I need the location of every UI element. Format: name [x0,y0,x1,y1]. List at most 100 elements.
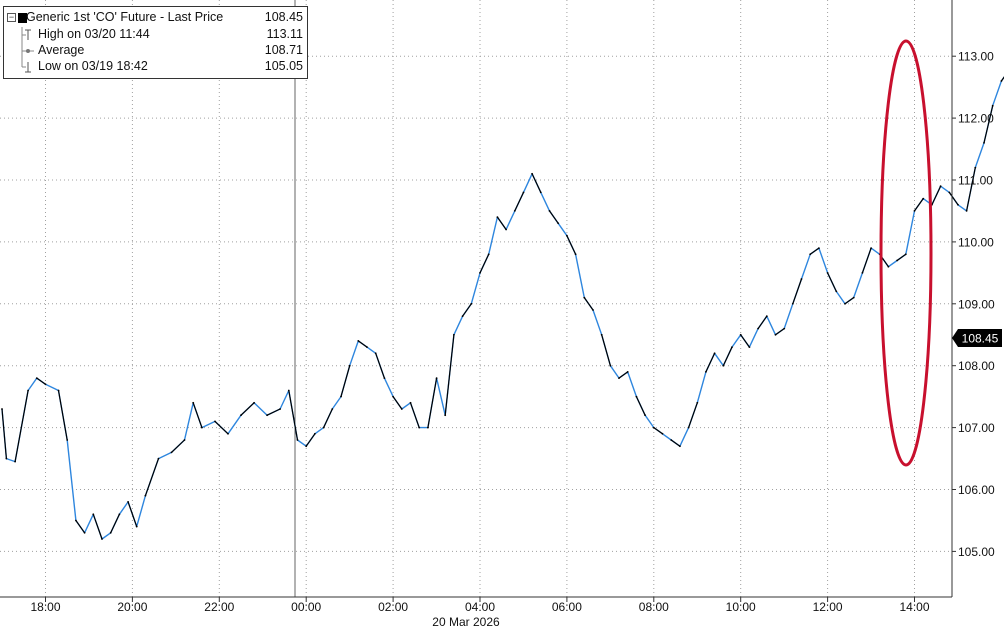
data-point [157,457,160,460]
data-point [844,302,846,305]
data-point [670,439,673,441]
data-point [427,426,429,429]
series-segment-dark [479,254,490,274]
data-point [383,377,386,379]
data-point [135,525,138,528]
data-point [92,513,95,516]
x-tick-label: 20:00 [117,600,147,614]
data-point [757,327,759,330]
series-segment-dark [740,334,750,348]
gridlines [0,0,952,597]
series-segment-dark [36,377,46,385]
y-axis: 105.00 106.00 107.00 108.00 109.00 110.00 111.… [951,0,995,597]
series-segment-dark [57,390,68,441]
data-point [566,234,568,237]
data-point [14,460,16,463]
data-point [487,253,490,256]
y-tick-label: 107.00 [958,421,995,435]
series-segment-dark [462,303,472,317]
data-point [548,210,551,212]
data-point [400,408,403,410]
series-segment-dark [427,377,438,428]
data-point [635,395,638,398]
data-point [661,432,664,435]
data-point [444,414,447,417]
series-segment-dark [392,396,403,410]
data-point [687,426,690,429]
data-point [713,352,716,355]
series-segment-dark [635,396,646,416]
data-point [279,408,281,410]
series-segment-dark [531,173,542,193]
data-point [435,377,438,379]
series-segment-dark [914,198,924,212]
data-point [835,290,838,293]
data-point [322,426,325,429]
data-point [600,333,603,336]
data-point [896,259,898,262]
legend-high-value: 113.11 [266,27,303,41]
series-segment-dark [288,390,299,441]
data-point [144,494,147,497]
series-segment-dark [601,334,611,366]
data-point [731,346,733,348]
average-marker-icon [21,43,34,59]
legend-main-label: Generic 1st 'CO' Future - Last Price [26,10,224,24]
data-point [331,408,334,410]
data-point [287,389,290,392]
data-point [1,408,3,410]
data-point [644,414,646,417]
y-tick-label: 106.00 [958,483,995,497]
series-segment-dark [844,297,855,305]
data-point [818,247,820,250]
data-point [44,383,47,386]
data-point [479,272,481,274]
series-segment-dark [722,346,733,366]
data-point [109,531,112,534]
data-point [296,439,299,441]
series-segment-dark [340,365,351,397]
y-tick-label: 105.00 [958,545,995,559]
data-point [27,389,29,392]
series-segment-dark [653,427,663,435]
data-point [266,414,268,417]
data-point [809,253,812,256]
series-segment-dark [688,402,698,428]
collapse-icon[interactable]: − [7,12,16,22]
data-point [127,501,129,503]
series-segment-dark [670,439,681,447]
low-marker-icon [21,59,31,73]
series-segment-dark [1,408,7,459]
data-point [826,272,829,274]
data-point [314,432,316,435]
data-point [227,432,229,435]
data-point [366,346,368,348]
series-segment-dark [240,402,255,416]
data-point [974,166,977,169]
series-segment-dark [809,247,820,255]
y-tick-label: 113.00 [958,50,994,64]
y-tick-label: 111.00 [958,174,993,188]
series-segment-dark [323,408,333,428]
data-point [939,185,942,188]
x-tick-label: 04:00 [465,600,495,614]
data-point [496,216,499,219]
series-segment-dark [705,353,716,373]
data-point [948,191,951,194]
data-point [592,309,594,311]
last-price-tag-label: 108.45 [962,332,999,346]
series-segment-dark [514,192,525,212]
data-point [522,191,525,194]
data-point [705,371,707,373]
legend-average-label: Average [38,43,85,57]
last-price-tag: 108.45 [952,329,1002,347]
data-point [574,253,577,256]
data-point [774,333,777,336]
data-point [35,377,38,379]
data-point [765,315,768,318]
data-point [557,222,560,225]
data-point [374,352,377,355]
data-point [461,315,464,318]
series-segment-dark [496,216,507,230]
